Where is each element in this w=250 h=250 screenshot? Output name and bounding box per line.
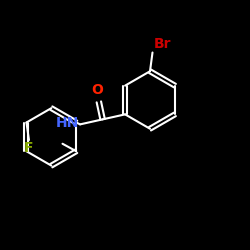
Text: Br: Br: [154, 37, 171, 51]
Text: HN: HN: [56, 116, 79, 130]
Text: O: O: [92, 84, 104, 97]
Text: F: F: [24, 141, 34, 155]
